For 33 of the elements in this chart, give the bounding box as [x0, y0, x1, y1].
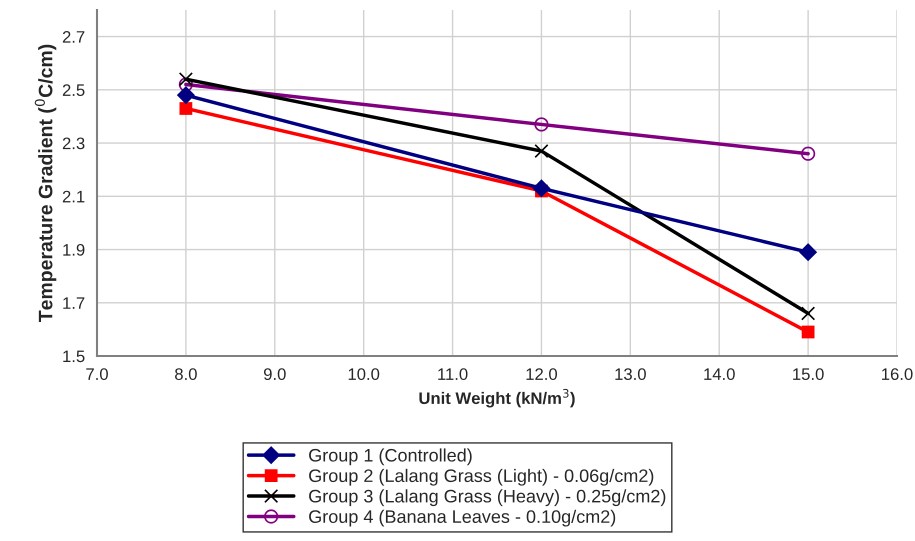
legend-label: Group 3 (Lalang Grass (Heavy) - 0.25g/cm2) — [309, 489, 666, 506]
y-tick-label: 2.5 — [62, 84, 84, 96]
point — [534, 144, 549, 158]
x-tick-label: 16.0 — [882, 368, 913, 380]
y-tick-label: 2.3 — [62, 137, 84, 150]
x-tick-label: 15.0 — [793, 368, 824, 380]
y-axis-title: Temperature Gradient ($^{0}$C/cm) — [34, 44, 56, 322]
y-tick-label: 2.7 — [62, 31, 84, 43]
y-tick-label: 1.7 — [63, 297, 84, 309]
legend-label: Group 2 (Lalang Grass (Light) - 0.06g/cm2) — [309, 468, 654, 486]
y-tick-label: 2.1 — [62, 190, 84, 202]
point — [799, 244, 817, 261]
point — [802, 326, 814, 338]
x-tick-label: 14.0 — [704, 368, 735, 380]
x-tick-label: 12.0 — [526, 368, 558, 380]
x-tick-label: 13.0 — [615, 368, 646, 380]
x-tick-label: 9.0 — [264, 368, 286, 380]
point — [532, 180, 550, 198]
y-tick-label: 1.5 — [63, 350, 84, 362]
legend-label: Group 1 (Controlled) — [309, 448, 472, 466]
x-tick-label: 7.0 — [86, 368, 108, 380]
y-tick-label: 1.9 — [63, 244, 84, 256]
x-tick-label: 11.0 — [438, 368, 468, 380]
point — [801, 146, 816, 161]
point — [177, 86, 195, 104]
point — [534, 117, 549, 132]
legend-label: Group 4 (Banana Leaves - 0.10g/cm2) — [309, 510, 616, 527]
x-tick-label: 10.0 — [348, 368, 380, 380]
point — [178, 72, 193, 86]
x-axis-title: Unit Weight (kN/m$^{3}$) — [419, 388, 575, 408]
x-tick-label: 8.0 — [175, 368, 197, 380]
point — [801, 306, 816, 320]
point — [180, 102, 192, 115]
